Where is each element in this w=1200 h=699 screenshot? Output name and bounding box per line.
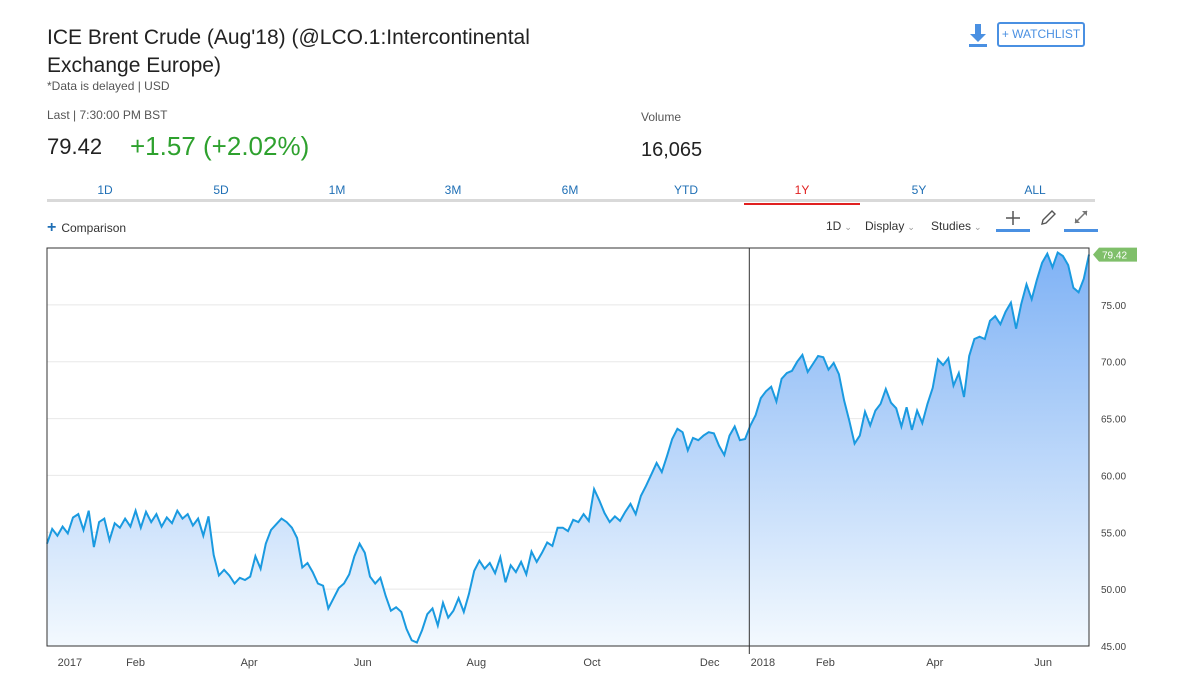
x-tick-label: Apr	[241, 657, 258, 669]
tab-1m[interactable]: 1M	[328, 183, 346, 197]
price-change: +1.57 (+2.02%)	[130, 131, 310, 161]
display-label: Display	[865, 219, 905, 233]
y-tick-label: 70.00	[1101, 358, 1126, 369]
range-tabs: 1D 5D 1M 3M 6M YTD 1Y 5Y ALL	[47, 180, 1095, 205]
x-tick-label: Feb	[816, 657, 835, 669]
x-tick-label: Jun	[1034, 657, 1052, 669]
comparison-label: Comparison	[61, 221, 127, 235]
download-button[interactable]	[966, 22, 990, 48]
volume-value: 16,065	[641, 139, 703, 161]
tab-1d[interactable]: 1D	[97, 183, 113, 197]
last-price: 79.42	[47, 134, 103, 159]
plot-frame	[46, 247, 1090, 647]
interval-label: 1D	[826, 219, 842, 233]
last-trade-label: Last | 7:30:00 PM BST	[47, 108, 168, 122]
interval-select[interactable]: 1D ⌄	[826, 219, 852, 233]
pencil-icon	[1041, 210, 1056, 225]
y-tick-label: 65.00	[1101, 415, 1126, 426]
x-tick-label: 2018	[751, 657, 775, 669]
comparison-button[interactable]: + Comparison	[47, 219, 126, 237]
page-title: ICE Brent Crude (Aug'18) (@LCO.1:Interco…	[47, 26, 530, 77]
expand-icon	[1074, 210, 1088, 224]
tab-1y[interactable]: 1Y	[744, 183, 860, 205]
price-area	[47, 252, 1089, 646]
price-line	[46, 250, 1090, 644]
badge-label: 79.42	[1102, 251, 1127, 262]
tab-all[interactable]: ALL	[1024, 183, 1046, 197]
download-icon	[969, 24, 987, 47]
studies-label: Studies	[931, 219, 972, 233]
tab-ytd[interactable]: YTD	[674, 183, 698, 197]
y-tick-label: 50.00	[1101, 585, 1126, 596]
display-select[interactable]: Display ⌄	[865, 219, 915, 233]
plus-icon: +	[47, 219, 57, 236]
delayed-note: *Data is delayed | USD	[47, 79, 170, 93]
x-tick-label: Apr	[926, 657, 943, 669]
tab-6m[interactable]: 6M	[561, 183, 579, 197]
chevron-down-icon: ⌄	[844, 222, 852, 232]
y-tick-label: 60.00	[1101, 471, 1126, 482]
chevron-down-icon: ⌄	[974, 222, 982, 232]
last-price-badge: 79.42	[1093, 247, 1137, 262]
draw-tool[interactable]	[1031, 208, 1065, 232]
price-chart[interactable]: 45.00 50.00 55.00 60.00 65.00 70.00 75.00 2017…	[0, 240, 1200, 699]
crosshair-tool[interactable]	[996, 208, 1030, 232]
x-tick-label: Oct	[583, 657, 600, 669]
x-tick-label: 2017	[58, 657, 82, 669]
crosshair-icon	[1006, 211, 1020, 225]
x-tick-label: Feb	[126, 657, 145, 669]
y-tick-label: 45.00	[1101, 642, 1126, 653]
tab-5d[interactable]: 5D	[213, 183, 229, 197]
watchlist-button[interactable]: + WATCHLIST	[997, 22, 1085, 47]
x-tick-label: Dec	[700, 657, 720, 669]
badge-shape	[1093, 247, 1137, 262]
tab-5y[interactable]: 5Y	[911, 183, 927, 197]
y-tick-label: 75.00	[1101, 301, 1126, 312]
x-tick-label: Jun	[354, 657, 372, 669]
chevron-down-icon: ⌄	[907, 222, 915, 232]
y-tick-label: 55.00	[1101, 528, 1126, 539]
studies-select[interactable]: Studies ⌄	[931, 219, 982, 233]
fullscreen-tool[interactable]	[1064, 208, 1098, 232]
tab-3m[interactable]: 3M	[444, 183, 462, 197]
x-tick-label: Aug	[467, 657, 487, 669]
volume-label: Volume	[641, 110, 682, 124]
